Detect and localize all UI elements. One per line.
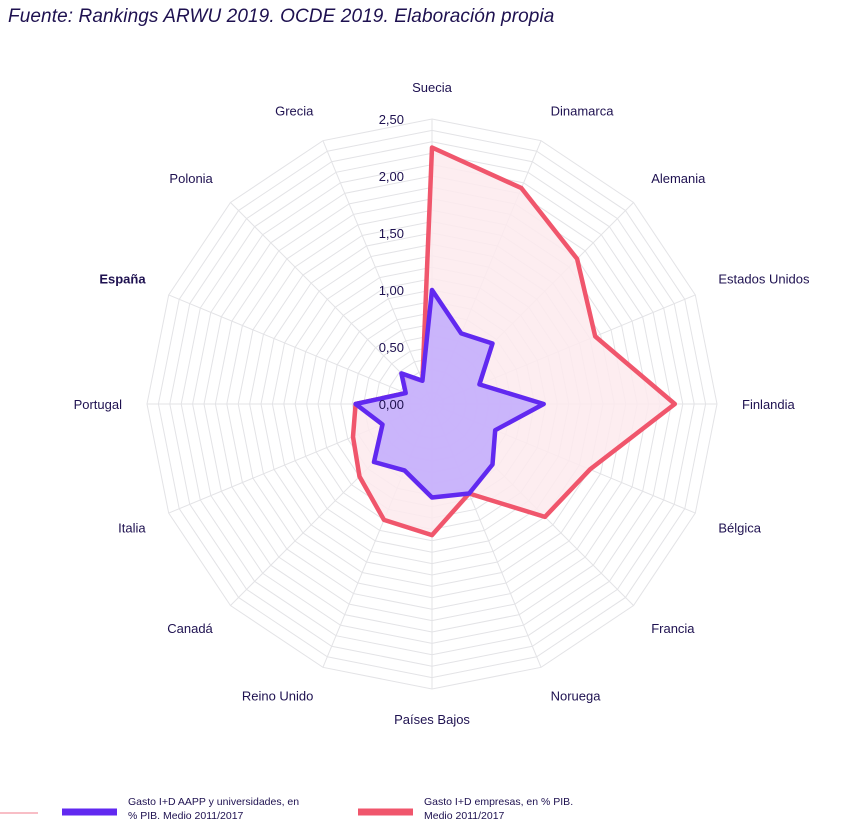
tick-label: 1,50 (379, 226, 404, 241)
grid-spoke (322, 140, 433, 405)
source-note: Fuente: Rankings ARWU 2019. OCDE 2019. E… (8, 6, 555, 27)
radar-series (350, 145, 678, 538)
category-label: Noruega (551, 688, 602, 703)
grid-spoke (230, 202, 433, 405)
category-label: Grecia (275, 104, 314, 119)
tick-label: 1,00 (379, 283, 404, 298)
category-label: Bélgica (718, 521, 761, 536)
tick-label: 0,50 (379, 340, 404, 355)
category-label: Reino Unido (242, 688, 314, 703)
legend-label: Gasto I+D AAPP y universidades, en% PIB.… (128, 796, 299, 822)
category-label: Estados Unidos (718, 271, 810, 286)
radial-tick-labels: 0,00 0,50 1,00 1,50 2,00 2,50 (379, 112, 404, 412)
category-label: Francia (651, 621, 695, 636)
category-label: Italia (118, 521, 146, 536)
grid-spoke (168, 294, 433, 405)
category-label: Países Bajos (394, 712, 470, 727)
category-label: Portugal (74, 397, 123, 412)
category-labels: Suecia Dinamarca Alemania Estados Unidos Fin… (74, 80, 810, 727)
tick-label: 2,50 (379, 112, 404, 127)
legend-label: Gasto I+D empresas, en % PIB. Medio 2011/… (424, 796, 573, 822)
category-label: Dinamarca (551, 104, 615, 119)
tick-label: 0,00 (379, 397, 404, 412)
category-label: Finlandia (742, 397, 796, 412)
tick-label: 2,00 (379, 169, 404, 184)
category-label: Polonia (169, 171, 213, 186)
category-label: Canadá (167, 621, 213, 636)
category-label: Alemania (651, 171, 706, 186)
category-label: España (99, 271, 146, 286)
legend: Gasto I+D AAPP y universidades, en% PIB.… (0, 796, 573, 822)
category-label: Suecia (412, 80, 453, 95)
